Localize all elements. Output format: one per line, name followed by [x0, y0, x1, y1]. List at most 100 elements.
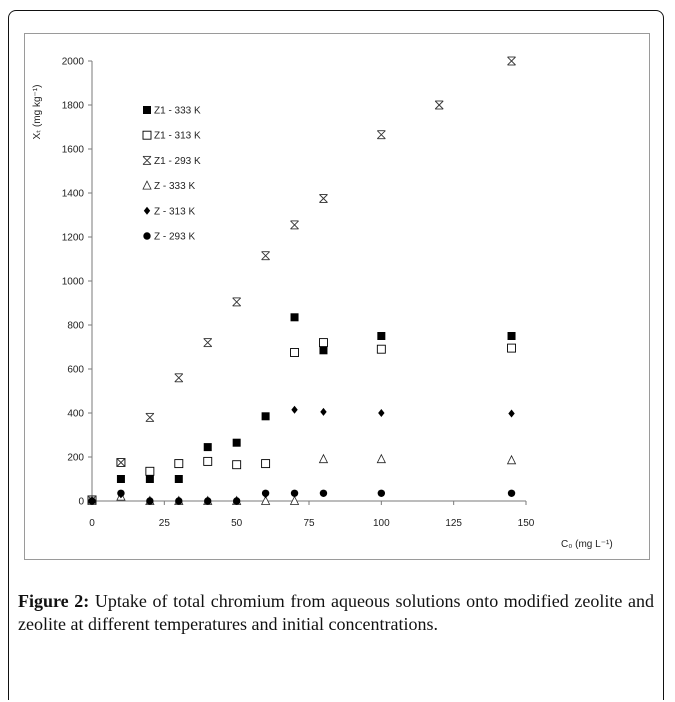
data-point — [319, 346, 328, 355]
legend-label: Z - 333 K — [154, 181, 195, 192]
series-z1-293-k — [87, 56, 516, 505]
legend: Z1 - 333 K Z1 - 313 K Z1 - 293 K Z - 333 K Z… — [142, 106, 201, 243]
legend-label: Z - 293 K — [154, 232, 195, 243]
data-point — [290, 489, 299, 497]
data-point — [507, 56, 516, 66]
y-tick-label: 1400 — [62, 189, 85, 200]
data-point — [261, 251, 270, 261]
y-tick-label: 1800 — [62, 101, 85, 112]
data-point — [290, 220, 299, 230]
legend-marker — [143, 106, 151, 114]
data-point — [377, 130, 386, 140]
x-tick-label: 0 — [89, 518, 95, 529]
data-point — [174, 459, 184, 469]
data-point — [289, 495, 300, 505]
data-point — [290, 313, 299, 322]
data-point — [318, 453, 329, 464]
y-tick-label: 1200 — [62, 233, 85, 244]
legend-item: Z - 293 K — [143, 232, 195, 243]
scatter-chart: 0 200 400 600 800 1000 1200 1400 1600 1800 2000 0 25… — [32, 56, 613, 551]
data-point — [320, 407, 327, 416]
data-point — [507, 489, 516, 497]
legend-item: Z - 313 K — [143, 206, 195, 217]
data-point — [145, 412, 155, 422]
x-tick-label: 125 — [445, 518, 462, 529]
legend-label: Z1 - 333 K — [154, 106, 201, 117]
x-tick-label: 50 — [231, 518, 243, 529]
data-point — [319, 338, 328, 348]
data-point — [261, 489, 270, 497]
data-point — [175, 497, 183, 505]
legend-item: Z1 - 313 K — [142, 130, 201, 142]
legend-label: Z - 313 K — [154, 206, 195, 217]
figure-caption: Figure 2: Uptake of total chromium from … — [18, 590, 654, 636]
data-point — [203, 456, 213, 466]
data-point — [204, 497, 212, 505]
legend-marker — [143, 232, 151, 240]
y-tick-label: 400 — [67, 409, 84, 420]
data-point — [291, 405, 298, 414]
data-point — [290, 348, 299, 357]
data-point — [434, 100, 444, 110]
data-point — [116, 458, 126, 467]
x-tick-label: 150 — [518, 518, 535, 529]
data-point — [116, 475, 125, 483]
y-tick-label: 2000 — [62, 57, 85, 68]
data-point — [507, 332, 516, 340]
data-point — [146, 497, 154, 505]
data-point — [377, 489, 386, 497]
axis-titles: Xₜ (mg kg⁻¹) C₀ (mg L⁻¹) — [32, 85, 613, 550]
legend-marker — [143, 206, 151, 215]
legend-label: Z1 - 313 K — [154, 131, 201, 142]
data-point — [508, 409, 515, 418]
legend-item: Z - 333 K — [142, 180, 195, 192]
data-point — [232, 497, 241, 505]
y-tick-label: 1600 — [62, 145, 85, 156]
data-point — [203, 443, 212, 452]
data-point — [174, 475, 183, 483]
legend-marker — [142, 130, 152, 140]
tick-labels: 0 200 400 600 800 1000 1200 1400 1600 1800 2000 0 25… — [62, 57, 535, 530]
x-tick-label: 100 — [373, 518, 390, 529]
data-points — [87, 56, 517, 505]
data-point — [377, 332, 386, 340]
data-point — [261, 412, 270, 421]
caption-label: Figure 2: — [18, 591, 90, 611]
series-z-293-k — [88, 489, 516, 505]
series-z1-313-k — [87, 338, 516, 505]
x-tick-label: 25 — [159, 518, 171, 529]
data-point — [117, 489, 125, 497]
caption-text: Uptake of total chromium from aqueous so… — [18, 591, 654, 634]
y-tick-label: 1000 — [62, 277, 85, 288]
legend-item: Z1 - 293 K — [142, 155, 201, 167]
data-point — [232, 460, 242, 470]
x-axis-label: C₀ (mg L⁻¹) — [561, 539, 613, 550]
data-point — [232, 438, 241, 447]
axes — [88, 60, 527, 505]
data-point — [376, 453, 386, 464]
data-point — [376, 344, 386, 354]
data-point — [507, 343, 516, 353]
legend-marker — [142, 155, 152, 165]
chart-area — [24, 33, 650, 560]
y-tick-label: 800 — [67, 321, 84, 332]
data-point — [88, 497, 96, 505]
data-point — [145, 475, 154, 483]
legend-marker — [142, 180, 152, 190]
y-axis-label: Xₜ (mg kg⁻¹) — [32, 85, 43, 140]
figure-frame — [8, 10, 664, 700]
x-tick-label: 75 — [303, 518, 315, 529]
y-tick-label: 0 — [78, 497, 84, 508]
data-point — [203, 338, 213, 348]
data-point — [319, 194, 328, 203]
data-point — [378, 409, 385, 417]
legend-label: Z1 - 293 K — [154, 156, 201, 167]
y-tick-label: 600 — [67, 365, 84, 376]
data-point — [506, 454, 517, 465]
data-point — [232, 297, 241, 307]
legend-item: Z1 - 333 K — [143, 106, 201, 117]
y-tick-label: 200 — [67, 453, 84, 464]
data-point — [174, 373, 184, 383]
data-point — [260, 495, 271, 505]
data-point — [145, 466, 155, 476]
